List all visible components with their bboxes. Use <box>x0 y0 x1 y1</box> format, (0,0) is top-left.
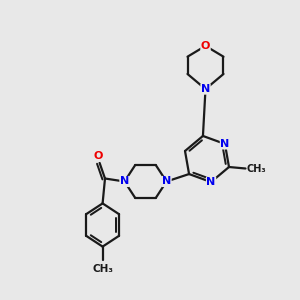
Text: CH₃: CH₃ <box>247 164 267 173</box>
Text: N: N <box>220 139 230 149</box>
Text: CH₃: CH₃ <box>92 263 113 274</box>
Text: N: N <box>162 176 171 187</box>
Text: N: N <box>120 176 129 187</box>
Text: O: O <box>93 151 103 161</box>
Text: O: O <box>201 41 210 51</box>
Text: N: N <box>206 177 216 187</box>
Text: N: N <box>201 84 210 94</box>
